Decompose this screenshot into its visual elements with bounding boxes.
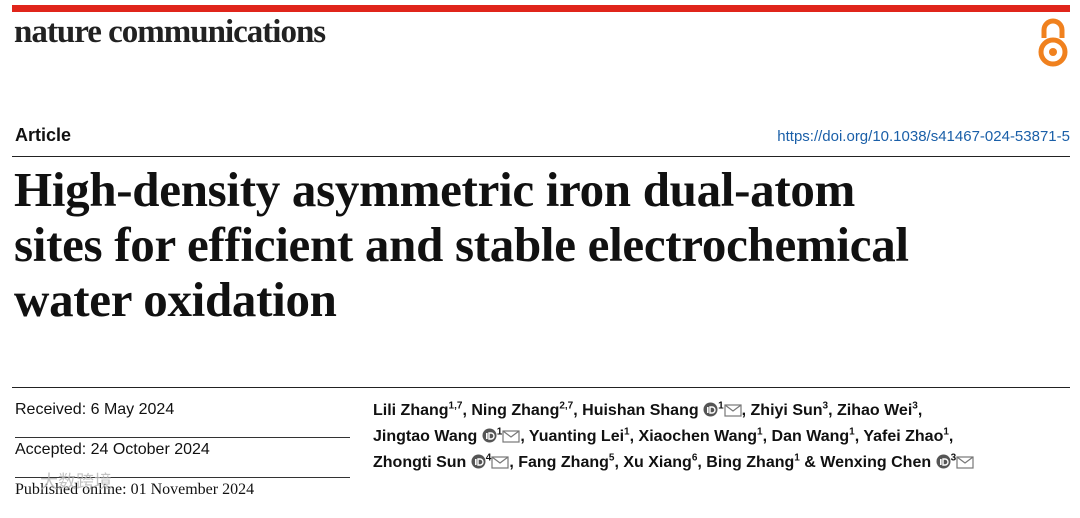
affiliation: 1,7 (448, 400, 463, 412)
author-name: Wenxing Chen (820, 454, 932, 471)
date-value: 24 October 2024 (90, 441, 210, 458)
author: Bing Zhang1 & (706, 452, 816, 471)
author: Huishan Shang 1, (582, 400, 747, 419)
article-title: High-density asymmetric iron dual-atom si… (14, 162, 909, 327)
separator: , (741, 402, 747, 419)
author-name: Jingtao Wang (373, 428, 478, 445)
email-icon[interactable] (724, 404, 742, 417)
divider (12, 156, 1070, 157)
author: Lili Zhang1,7, (373, 400, 467, 419)
author-name: Zhongti Sun (373, 454, 467, 471)
affiliation: 1 (943, 426, 949, 438)
separator: , (629, 428, 635, 445)
date-label: Received: (15, 401, 87, 418)
date-value: 01 November 2024 (130, 481, 255, 498)
article-type: Article (15, 125, 72, 145)
author-name: Lili Zhang (373, 402, 449, 419)
email-icon[interactable] (502, 430, 520, 443)
divider (12, 387, 1070, 388)
author: Ning Zhang2,7, (471, 400, 578, 419)
separator: , (462, 402, 467, 419)
author-name: Yuanting Lei (528, 428, 625, 445)
separator: & (804, 454, 816, 471)
dates: Received: 6 May 2024 Accepted: 24 October… (15, 398, 350, 518)
separator: , (573, 402, 578, 419)
author: Dan Wang1, (771, 426, 860, 445)
separator: , (520, 428, 525, 445)
orcid-icon[interactable] (936, 454, 951, 469)
author-name: Xu Xiang (623, 454, 692, 471)
date-label: Accepted: (15, 441, 87, 458)
orcid-icon[interactable] (482, 428, 497, 443)
separator: , (614, 454, 619, 471)
title-line: sites for efficient and stable electroch… (14, 217, 909, 272)
title-line: High-density asymmetric iron dual-atom (14, 162, 856, 217)
author-name: Dan Wang (771, 428, 850, 445)
separator: , (762, 428, 768, 445)
title-line: water oxidation (14, 272, 337, 327)
separator: , (509, 454, 514, 471)
author-name: Zihao Wei (837, 402, 913, 419)
author: Wenxing Chen 3 (820, 452, 974, 471)
affiliation: 1 (849, 426, 855, 438)
author: Jingtao Wang 1, (373, 426, 525, 445)
author-name: Xiaochen Wang (638, 428, 758, 445)
author: Fang Zhang5, (518, 452, 619, 471)
date-row: Published online: 01 November 2024 (15, 478, 350, 518)
author: Zhongti Sun 4, (373, 452, 514, 471)
doi-link[interactable]: https://doi.org/10.1038/s41467-024-53871… (777, 128, 1070, 145)
date-row: Received: 6 May 2024 (15, 398, 350, 438)
author: Yafei Zhao1, (863, 426, 954, 445)
author-list: Lili Zhang1,7, Ning Zhang2,7, Huishan Sh… (373, 398, 1073, 476)
affiliation: 1 (794, 452, 800, 464)
affiliation: 1 (624, 426, 630, 438)
date-row: Accepted: 24 October 2024 (15, 438, 350, 478)
author: Zhiyi Sun3, (750, 400, 833, 419)
separator: , (948, 428, 954, 445)
author-name: Fang Zhang (518, 454, 609, 471)
affiliation: 1 (757, 426, 763, 438)
author: Xiaochen Wang1, (638, 426, 768, 445)
journal-name: nature communications (14, 14, 326, 50)
page: nature communications Article https://do… (12, 5, 1073, 498)
brand-bar (12, 5, 1070, 12)
date-value: 6 May 2024 (90, 401, 175, 418)
author-name: Zhiyi Sun (750, 402, 823, 419)
affiliation: 3 (950, 452, 957, 464)
email-icon[interactable] (491, 456, 509, 469)
orcid-icon[interactable] (703, 402, 718, 417)
affiliation: 3 (912, 400, 918, 412)
affiliation: 1 (718, 400, 724, 412)
author-name: Ning Zhang (471, 402, 560, 419)
author: Xu Xiang6, (623, 452, 702, 471)
author: Yuanting Lei1, (528, 426, 635, 445)
affiliation: 3 (822, 400, 829, 412)
separator: , (828, 402, 833, 419)
affiliation: 6 (691, 452, 698, 464)
affiliation: 5 (608, 452, 615, 464)
orcid-icon[interactable] (471, 454, 486, 469)
author-name: Yafei Zhao (863, 428, 944, 445)
author: Zihao Wei3, (837, 400, 923, 419)
affiliation: 2,7 (559, 400, 574, 412)
separator: , (854, 428, 860, 445)
affiliation: 4 (485, 452, 492, 464)
separator: , (697, 454, 702, 471)
affiliation: 1 (496, 426, 503, 438)
open-access-icon (1038, 18, 1068, 67)
author-name: Huishan Shang (582, 402, 699, 419)
date-label: Published online: (15, 481, 127, 498)
author-name: Bing Zhang (706, 454, 795, 471)
separator: , (917, 402, 923, 419)
watermark: 大数跨境 (40, 472, 112, 492)
email-icon[interactable] (956, 456, 974, 469)
